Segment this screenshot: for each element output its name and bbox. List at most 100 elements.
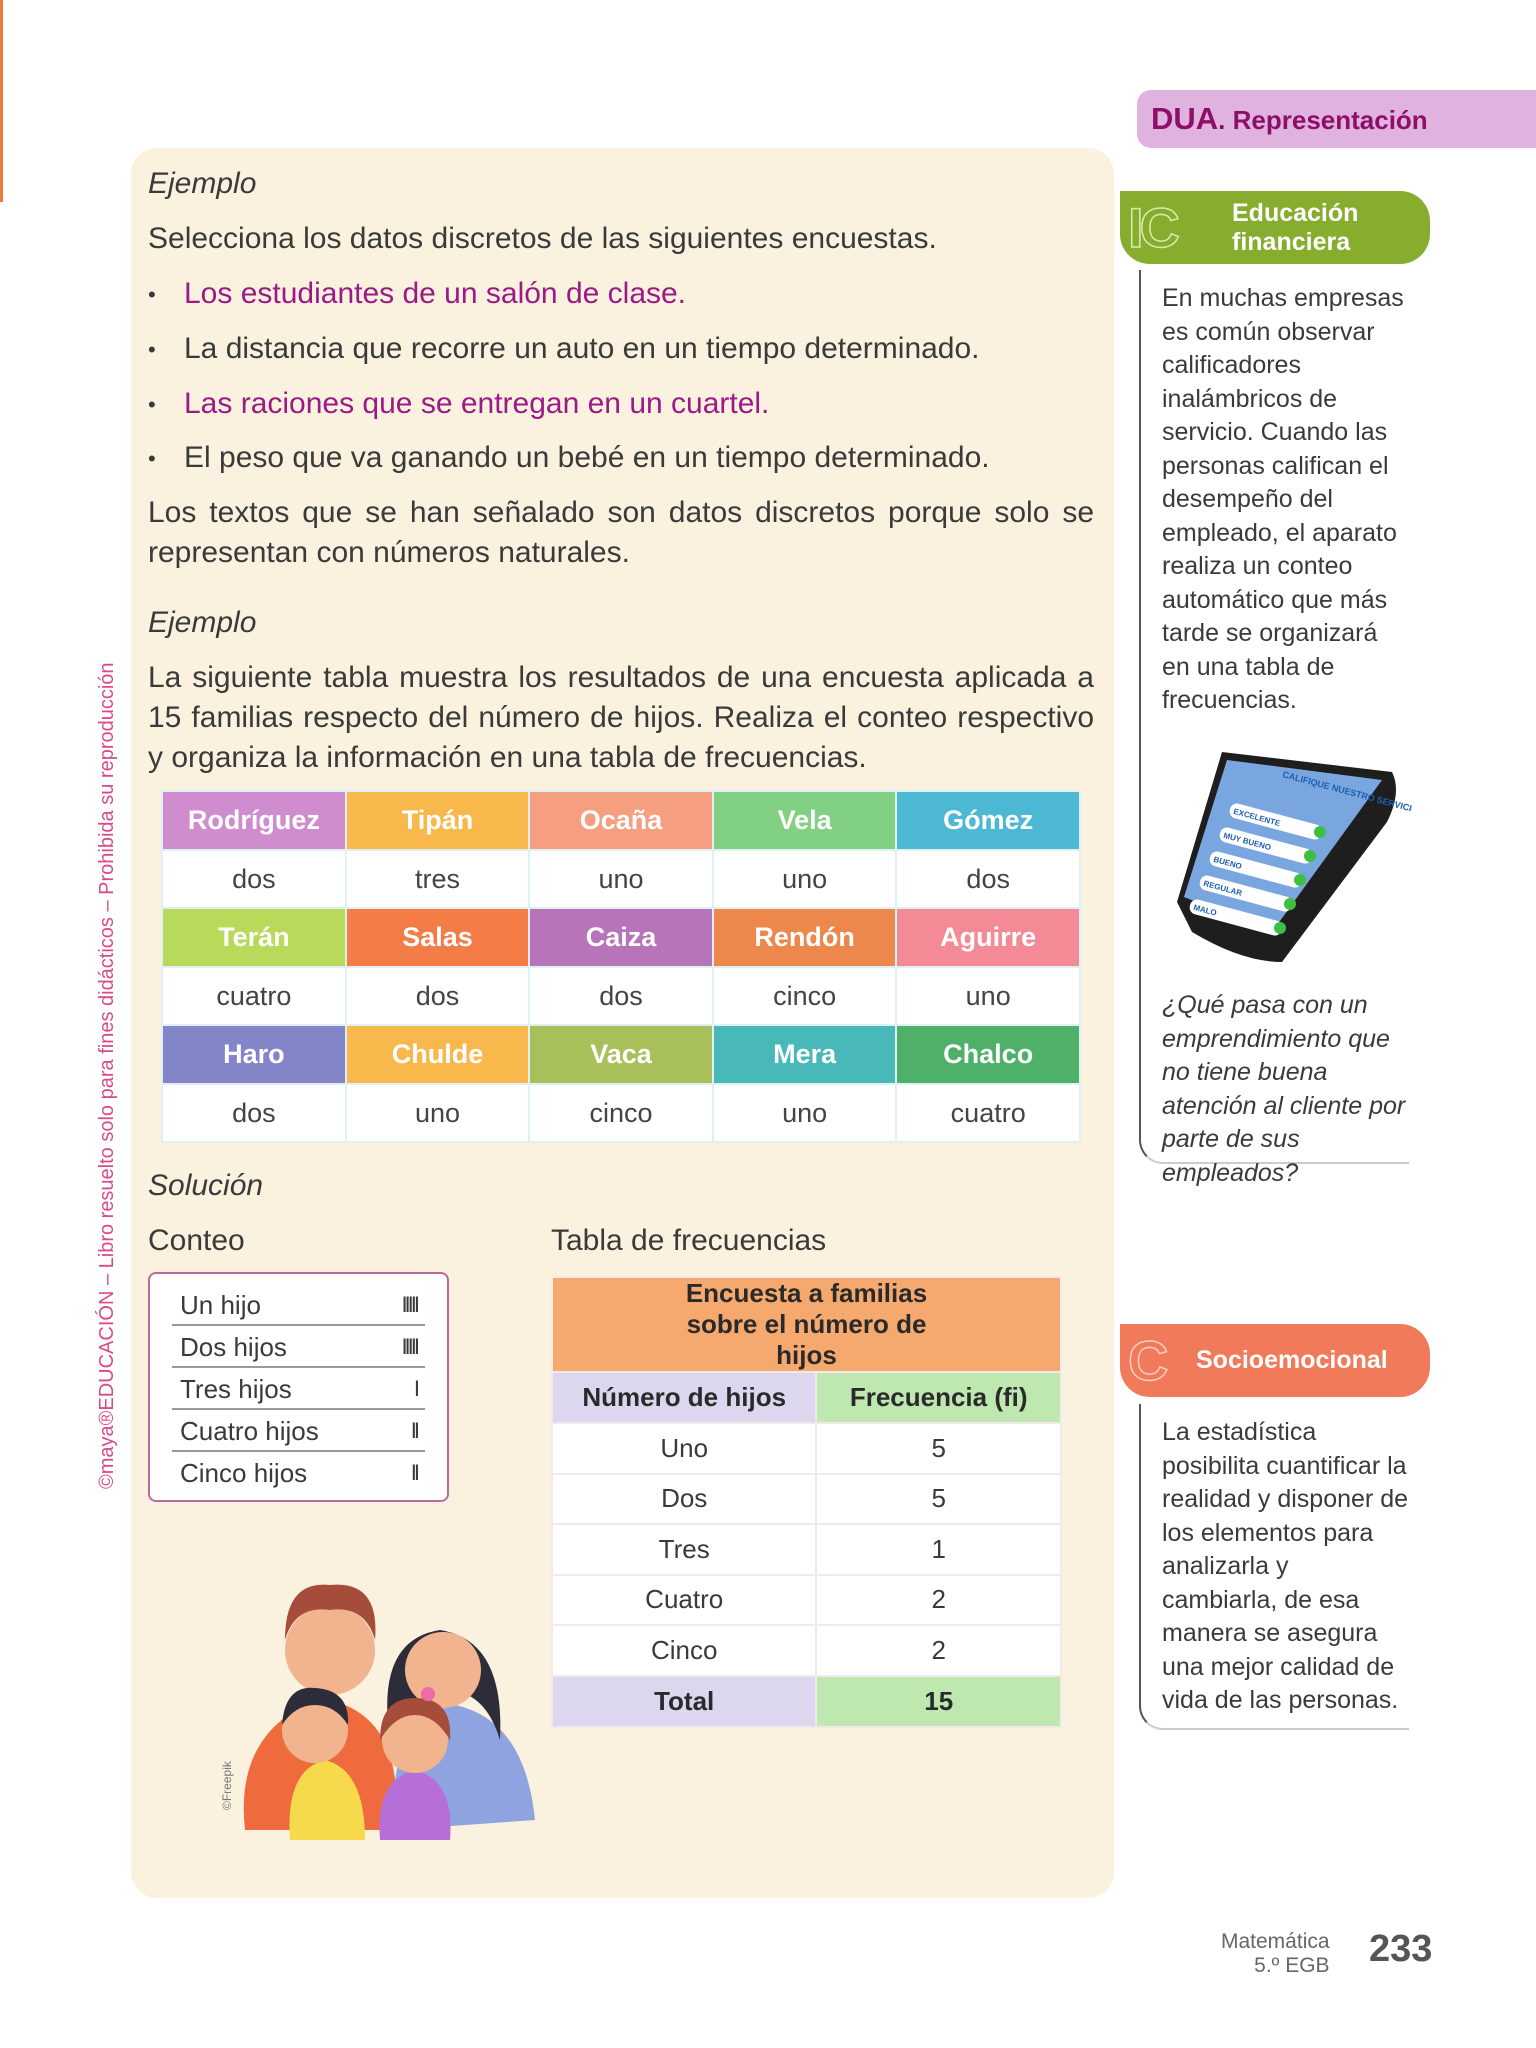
device-option-button <box>1189 899 1283 936</box>
survey-children-count: dos <box>161 1083 347 1143</box>
financial-education-title: Educación financiera <box>1232 199 1359 256</box>
example-conclusion: Los textos que se han señalado son datos… <box>148 496 1094 569</box>
freq-value: 1 <box>815 1523 1062 1576</box>
survey-family-name: Vaca <box>528 1024 714 1085</box>
device-green-light-icon <box>1284 897 1296 910</box>
freq-table-title: Tabla de frecuencias <box>551 1224 827 1257</box>
survey-children-count: uno <box>528 849 714 909</box>
survey-children-count: dos <box>344 966 531 1026</box>
frequency-table: Encuesta a familias sobre el número de h… <box>550 1276 1062 1728</box>
dua-banner: DUA. Representación <box>1137 90 1536 148</box>
freq-value: 2 <box>815 1573 1062 1626</box>
tally-marks: I <box>413 1376 420 1401</box>
tally-marks: IIIII <box>401 1334 419 1359</box>
survey-children-count: tres <box>344 849 531 909</box>
bullet-dot: • <box>148 446 156 471</box>
freq-category: Tres <box>550 1523 818 1576</box>
copyright-side-note: ©maya®EDUCACIÓN – Libro resuelto solo pa… <box>96 662 118 1489</box>
survey-family-name: Chalco <box>895 1024 1081 1085</box>
device-option-button <box>1229 803 1323 840</box>
tally-row: Un hijo IIIII <box>172 1284 425 1326</box>
page-edge-mark <box>0 0 3 202</box>
survey-family-name: Terán <box>161 907 347 968</box>
freq-category: Dos <box>550 1472 818 1525</box>
tally-box: Un hijo IIIII Dos hijos IIIII Tres hijos I Cua… <box>148 1272 449 1502</box>
financial-education-box: En muchas empresas es común observar cal… <box>1139 270 1420 1187</box>
freq-row: Uno 5 <box>550 1422 1062 1475</box>
freq-value: 5 <box>815 1472 1062 1525</box>
rating-device-illustration: CALIFIQUE NUESTRO SERVICIO EXCELENTEMUY … <box>1177 751 1420 962</box>
survey-family-name: Rodríguez <box>161 790 347 851</box>
freq-row: Dos 5 <box>550 1472 1062 1525</box>
ic-logo-icon: IC <box>1127 195 1181 260</box>
survey-family-name: Haro <box>161 1024 347 1085</box>
freq-caption: Encuesta a familias sobre el número de h… <box>551 1276 1062 1373</box>
survey-family-name: Salas <box>344 907 531 968</box>
freq-value: 2 <box>815 1624 1062 1677</box>
page-number: 233 <box>1369 1928 1433 1970</box>
survey-family-name: Mera <box>711 1024 898 1085</box>
footer-subject-name: Matemática <box>1221 1930 1330 1953</box>
tally-label: Cinco hijos <box>180 1458 308 1488</box>
tally-row: Tres hijos I <box>172 1368 425 1410</box>
bullet-item: El peso que va ganando un bebé en un tie… <box>184 441 990 474</box>
survey-children-count: uno <box>711 849 898 909</box>
dua-prefix: DUA <box>1151 101 1219 136</box>
device-green-light-icon <box>1274 921 1286 934</box>
socioemotional-title: Socioemocional <box>1196 1346 1388 1374</box>
tally-label: Dos hijos <box>180 1332 287 1362</box>
image-credit: ©Freepik <box>220 1761 234 1810</box>
survey-family-name: Aguirre <box>895 907 1081 968</box>
survey-children-count: uno <box>895 966 1081 1026</box>
tally-row: Cinco hijos II <box>172 1452 425 1494</box>
survey-table: Rodríguez Tipán Ocaña Vela Gómez dos tres uno un… <box>161 790 1081 1143</box>
freq-category: Cinco <box>550 1624 818 1677</box>
device-option-button <box>1219 827 1313 864</box>
bullet-item: La distancia que recorre un auto en un t… <box>184 332 980 365</box>
tally-label: Tres hijos <box>180 1374 292 1404</box>
survey-family-name: Caiza <box>528 907 714 968</box>
survey-children-count: cuatro <box>161 966 347 1026</box>
freq-row: Cuatro 2 <box>550 1573 1062 1626</box>
example-title: Ejemplo <box>148 167 257 200</box>
freq-total-value: 15 <box>815 1674 1062 1728</box>
tally-marks: II <box>410 1418 420 1443</box>
socioemotional-header: C Socioemocional <box>1120 1324 1430 1397</box>
survey-children-count: dos <box>895 849 1081 909</box>
device-option-button <box>1199 875 1293 912</box>
bullet-item: Las raciones que se entregan en un cuart… <box>184 387 770 420</box>
freq-value: 5 <box>815 1422 1062 1475</box>
survey-children-count: cinco <box>711 966 898 1026</box>
device-option-button <box>1209 851 1303 888</box>
footer-subject: Matemática 5.º EGB <box>1221 1930 1330 1978</box>
survey-family-name: Gómez <box>895 790 1081 851</box>
freq-row: Tres 1 <box>550 1523 1062 1576</box>
tally-row: Dos hijos IIIII <box>172 1326 425 1368</box>
survey-children-count: dos <box>161 849 347 909</box>
survey-family-name: Rendón <box>711 907 898 968</box>
bullet-dot: • <box>148 282 156 307</box>
device-green-light-icon <box>1314 825 1326 838</box>
conteo-title: Conteo <box>148 1224 245 1257</box>
survey-family-name: Ocaña <box>528 790 714 851</box>
tally-label: Cuatro hijos <box>180 1416 319 1446</box>
tally-marks: IIIII <box>401 1292 419 1317</box>
survey-family-name: Tipán <box>344 790 531 851</box>
example-2-text: La siguiente tabla muestra los resultado… <box>148 661 1094 774</box>
example-prompt: Selecciona los datos discretos de las si… <box>148 222 937 255</box>
device-green-light-icon <box>1304 849 1316 862</box>
socioemotional-box: La estadística posibilita cuantificar la… <box>1139 1404 1409 1730</box>
family-illustration <box>243 1584 535 1840</box>
freq-category: Cuatro <box>550 1573 818 1626</box>
tally-row: Cuatro hijos II <box>172 1410 425 1452</box>
financial-education-header: IC Educación financiera <box>1120 191 1430 264</box>
survey-children-count: uno <box>711 1083 898 1143</box>
tally-marks: II <box>410 1460 420 1485</box>
device-green-light-icon <box>1294 873 1306 886</box>
financial-education-text: En muchas empresas es común observar cal… <box>1162 284 1404 714</box>
bullet-dot: • <box>148 392 156 417</box>
socioemotional-text: La estadística posibilita cuantificar la… <box>1162 1418 1408 1714</box>
freq-header-number: Número de hijos <box>550 1371 818 1424</box>
example-title-2: Ejemplo <box>148 606 257 639</box>
footer-grade: 5.º EGB <box>1254 1954 1330 1977</box>
